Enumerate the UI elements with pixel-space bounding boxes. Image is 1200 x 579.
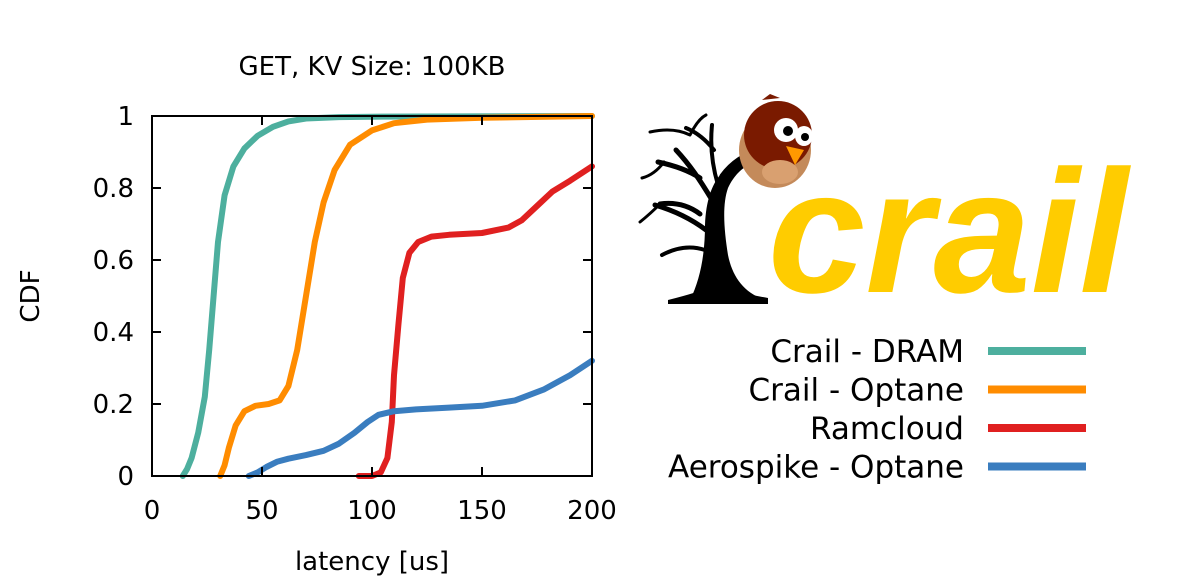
x-tick-labels: 0 50 100 150 200 [144, 496, 617, 526]
x-tick-label: 200 [567, 496, 617, 526]
series-line-0 [179, 113, 595, 479]
x-axis-title: latency [us] [295, 547, 449, 577]
x-tick-label: 0 [144, 496, 161, 526]
x-tick-label: 100 [347, 496, 397, 526]
series-line-3 [245, 357, 595, 479]
y-tick-label: 0.4 [93, 318, 134, 348]
series-lines [179, 113, 595, 479]
plot-area [151, 113, 595, 479]
y-tick-label: 0.8 [93, 174, 134, 204]
y-tick-label: 0 [117, 462, 134, 492]
x-tick-label: 50 [245, 496, 278, 526]
tick-marks [151, 115, 593, 477]
y-tick-label: 1 [117, 102, 134, 132]
series-line-1 [217, 113, 595, 479]
owl-icon [739, 94, 813, 188]
crail-logo: crail [638, 94, 1131, 330]
legend-item-2: Ramcloud [810, 411, 1086, 447]
legend-label: Crail - Optane [749, 373, 964, 409]
crail-wordmark: crail [768, 135, 1131, 330]
tree-icon [638, 113, 768, 304]
legend-label: Aerospike - Optane [668, 450, 964, 486]
x-tick-label: 150 [457, 496, 507, 526]
series-line-2 [355, 163, 595, 479]
chart-title: GET, KV Size: 100KB [239, 52, 506, 82]
legend-label: Ramcloud [810, 411, 964, 447]
y-axis-title: CDF [16, 269, 46, 322]
legend-item-3: Aerospike - Optane [668, 450, 1086, 486]
y-tick-labels: 0 0.2 0.4 0.6 0.8 1 [93, 102, 134, 492]
legend-item-0: Crail - DRAM [770, 334, 1086, 370]
legend-item-1: Crail - Optane [749, 373, 1086, 409]
y-tick-label: 0.2 [93, 390, 134, 420]
legend-label: Crail - DRAM [770, 334, 964, 370]
y-tick-label: 0.6 [93, 246, 134, 276]
